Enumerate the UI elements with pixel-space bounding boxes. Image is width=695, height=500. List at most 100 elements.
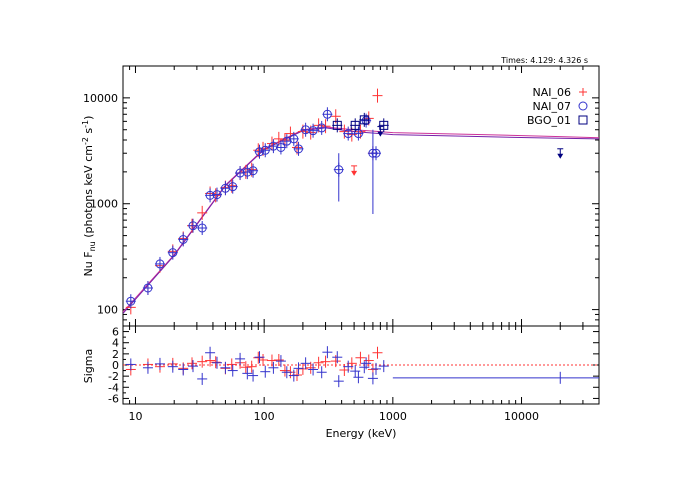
residual-point xyxy=(142,361,153,374)
residual-point xyxy=(322,346,333,359)
residual-point xyxy=(273,353,284,366)
upper-limit-arrow xyxy=(377,131,384,137)
residual-point xyxy=(367,372,378,385)
residual-point xyxy=(378,360,389,373)
residual-y-tick-label: 6 xyxy=(112,326,119,339)
residual-point xyxy=(308,363,319,376)
data-point xyxy=(316,120,327,135)
residual-point xyxy=(332,351,343,364)
residual-point xyxy=(372,346,383,359)
x-tick-label: 10000 xyxy=(504,410,539,423)
data-point xyxy=(308,123,319,138)
y-tick-label: 1000 xyxy=(90,198,118,211)
residual-point xyxy=(371,362,382,375)
data-point xyxy=(343,126,354,141)
residual-point xyxy=(339,364,350,377)
data-point xyxy=(188,218,199,233)
residual-point xyxy=(268,361,279,374)
y-axis-label-exp1: -2 xyxy=(81,137,90,145)
residual-point xyxy=(350,365,361,378)
data-point xyxy=(154,256,165,271)
residual-point xyxy=(297,362,308,375)
data-point xyxy=(372,88,383,103)
residual-point xyxy=(254,351,265,364)
residual-point xyxy=(275,355,286,368)
y-tick-label: 100 xyxy=(97,304,118,317)
residual-y-tick-label: 0 xyxy=(112,359,119,372)
data-point xyxy=(197,220,208,235)
y-axis-label-units-pre: (photons keV cm xyxy=(82,145,95,241)
data-point xyxy=(275,140,286,155)
x-tick-label: 10 xyxy=(128,410,142,423)
data-point xyxy=(142,280,153,295)
residual-point xyxy=(205,346,216,359)
residual-point xyxy=(305,361,316,374)
data-point xyxy=(371,146,382,161)
spectrum-data-points xyxy=(125,88,564,315)
residual-point xyxy=(246,360,257,373)
residual-point xyxy=(240,361,251,374)
model-curve-line xyxy=(122,126,600,313)
legend-label-nai_06: NAI_06 xyxy=(533,86,572,99)
model-curve-line xyxy=(122,127,600,314)
spectrum-panel: 100 1000 10000 Nu Fnu (photons keV cm-2 s-… xyxy=(81,65,600,327)
data-point xyxy=(293,141,304,156)
residual-point xyxy=(343,360,354,373)
residual-y-tick-label: -2 xyxy=(108,370,119,383)
x-tick-label: 1000 xyxy=(379,410,407,423)
residual-point xyxy=(188,360,199,373)
residual-point xyxy=(281,366,292,379)
legend-marker xyxy=(578,115,588,125)
data-point xyxy=(359,112,370,127)
residual-point xyxy=(227,364,238,377)
residual-point xyxy=(210,356,221,369)
spectrum-plot-frame xyxy=(122,65,600,327)
residual-y-tick-label: 4 xyxy=(112,337,119,350)
upper-limit-point xyxy=(377,126,384,137)
data-point xyxy=(355,124,366,139)
upper-limit-arrow xyxy=(557,153,564,159)
residual-point xyxy=(178,363,189,376)
residual-point xyxy=(242,367,253,380)
data-point xyxy=(125,294,136,309)
x-axis-label: Energy (keV) xyxy=(326,427,397,440)
y-axis-label: Nu Fnu (photons keV cm-2 s-1) xyxy=(81,116,97,277)
legend-label-bgo_01: BGO_01 xyxy=(527,114,571,127)
residual-y-tick-label: 2 xyxy=(112,348,119,361)
data-point xyxy=(227,179,238,194)
upper-limit-point xyxy=(557,148,564,159)
residual-point xyxy=(154,357,165,370)
residual-point xyxy=(333,375,344,388)
residual-point xyxy=(125,358,136,371)
residual-point xyxy=(167,360,178,373)
residual-point xyxy=(293,362,304,375)
residual-point xyxy=(260,365,271,378)
data-point xyxy=(378,118,389,133)
residual-point xyxy=(313,356,324,369)
residual-point xyxy=(316,366,327,379)
data-point xyxy=(242,165,253,180)
model-curves xyxy=(122,126,600,314)
data-point xyxy=(167,245,178,260)
time-annotation: Times: 4.129: 4.326 s xyxy=(500,56,588,65)
data-point xyxy=(266,136,277,151)
residual-data-points xyxy=(125,346,599,388)
residual-point xyxy=(359,361,370,374)
residual-point xyxy=(266,354,277,367)
legend-marker xyxy=(578,101,588,111)
data-point xyxy=(260,143,271,158)
y-axis-label-exp2: -1 xyxy=(81,120,90,128)
residual-point xyxy=(353,371,364,384)
data-point xyxy=(305,125,316,140)
upper-limit-arrow xyxy=(351,170,358,176)
y-axis-label-units-post: ) xyxy=(82,116,95,120)
residual-point xyxy=(320,355,331,368)
residual-point xyxy=(392,371,599,384)
residual-point xyxy=(253,351,264,364)
y-axis-label-main: Nu F xyxy=(82,251,95,276)
residual-point xyxy=(197,372,208,385)
data-point xyxy=(248,163,259,178)
